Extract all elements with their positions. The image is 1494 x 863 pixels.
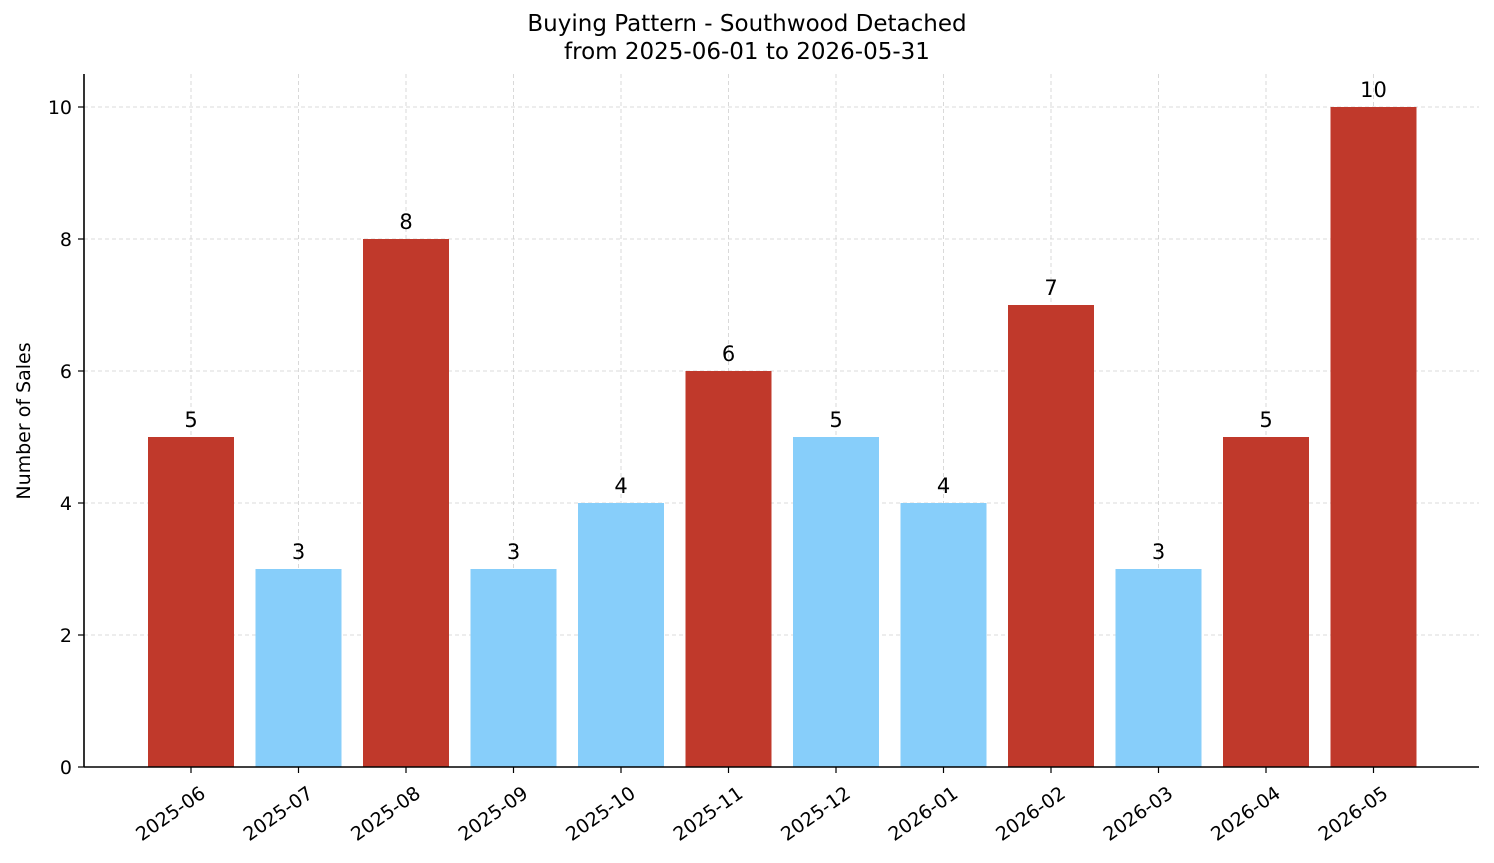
bar xyxy=(900,503,987,767)
y-tick-label: 8 xyxy=(60,229,72,251)
bar xyxy=(1330,107,1417,767)
bar xyxy=(470,569,557,767)
y-tick-label: 6 xyxy=(60,361,72,383)
y-tick-label: 2 xyxy=(60,625,72,647)
bar-value-label: 6 xyxy=(722,342,735,366)
bar-value-label: 5 xyxy=(184,408,197,432)
bar-value-label: 4 xyxy=(614,474,627,498)
x-tick-label: 2025-09 xyxy=(455,782,533,846)
x-tick-label: 2026-05 xyxy=(1315,782,1393,846)
bar xyxy=(363,239,449,767)
bar xyxy=(148,437,234,767)
bar-value-label: 3 xyxy=(292,540,305,564)
y-axis-label: Number of Sales xyxy=(13,342,35,499)
bar-value-label: 5 xyxy=(1259,408,1272,432)
y-tick-label: 0 xyxy=(60,757,72,779)
x-tick-label: 2025-11 xyxy=(670,782,748,846)
bar-value-label: 3 xyxy=(1152,540,1165,564)
x-tick-label: 2025-06 xyxy=(132,782,210,846)
bar-value-label: 7 xyxy=(1044,276,1057,300)
bar xyxy=(1223,437,1309,767)
bar-value-label: 10 xyxy=(1360,78,1387,102)
x-tick-label: 2026-03 xyxy=(1100,782,1178,846)
x-tick-label: 2026-01 xyxy=(885,782,963,846)
chart-title: Buying Pattern - Southwood Detached xyxy=(527,11,967,37)
x-tick-label: 2025-08 xyxy=(347,782,425,846)
x-tick-label: 2025-10 xyxy=(562,782,640,846)
bar-value-label: 4 xyxy=(937,474,950,498)
bars-layer: 5 3 8 3 4 6 5 4 7 3 5 10 xyxy=(148,78,1417,767)
bar xyxy=(1008,305,1094,767)
bar xyxy=(255,569,342,767)
y-tick-label: 4 xyxy=(60,493,72,515)
bar-value-label: 3 xyxy=(507,540,520,564)
x-tick-label: 2025-07 xyxy=(240,782,318,846)
bar xyxy=(1115,569,1202,767)
x-tick-label: 2026-02 xyxy=(992,782,1070,846)
bar-value-label: 8 xyxy=(399,210,412,234)
x-tick-label: 2026-04 xyxy=(1207,782,1285,846)
x-tick-label: 2025-12 xyxy=(777,782,855,846)
y-tick-label: 10 xyxy=(48,97,72,119)
bar-value-label: 5 xyxy=(829,408,842,432)
bar xyxy=(685,371,772,767)
bar xyxy=(793,437,879,767)
bar xyxy=(578,503,664,767)
chart-subtitle: from 2025-06-01 to 2026-05-31 xyxy=(564,39,930,65)
